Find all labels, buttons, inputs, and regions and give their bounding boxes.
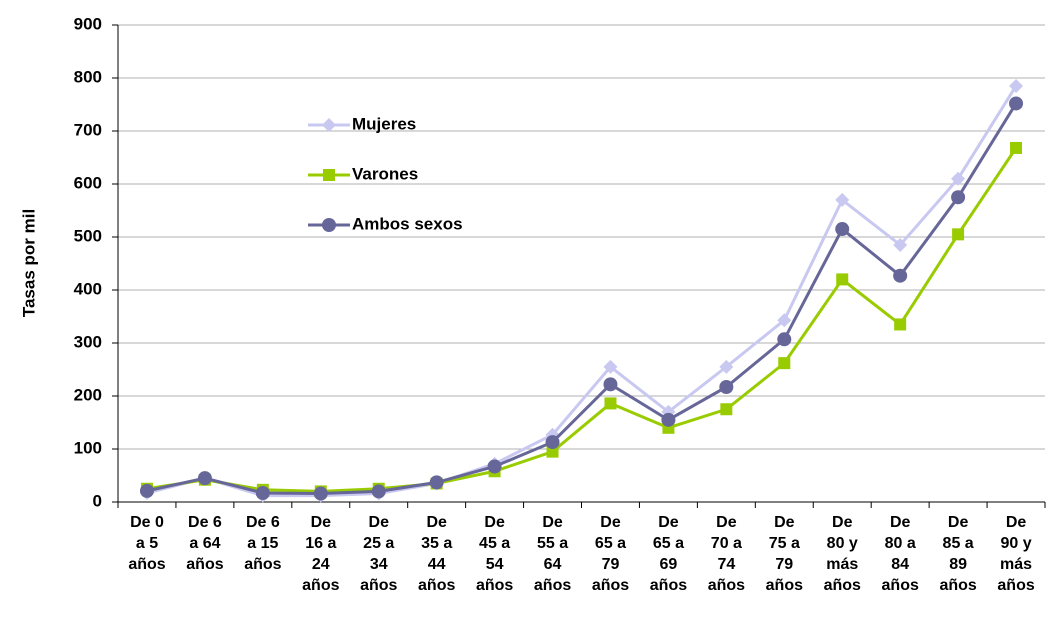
marker xyxy=(1010,141,1023,154)
marker xyxy=(1009,78,1024,93)
y-axis-label: Tasas por mil xyxy=(19,209,38,317)
marker xyxy=(719,359,734,374)
marker xyxy=(1009,96,1024,111)
marker xyxy=(777,332,792,347)
y-tick-label: 200 xyxy=(74,385,102,404)
marker xyxy=(835,192,850,207)
marker xyxy=(546,445,559,458)
x-tick-label: De 85 a 89 años xyxy=(939,514,977,594)
legend-marker xyxy=(322,218,336,232)
x-tick-label: De 75 a 79 años xyxy=(765,514,803,594)
x-tick-label: De 65 a 79 años xyxy=(591,514,630,594)
y-tick-label: 800 xyxy=(74,67,102,86)
x-tick-label: De 45 a 54 años xyxy=(475,514,514,594)
marker xyxy=(604,397,617,410)
y-tick-label: 300 xyxy=(74,332,102,351)
marker xyxy=(893,268,908,283)
x-tick-label: De 80 y más años xyxy=(823,514,861,594)
y-tick-label: 700 xyxy=(74,120,102,139)
marker xyxy=(371,484,386,499)
legend-label: Mujeres xyxy=(352,114,416,133)
x-tick-label: De 65 a 69 años xyxy=(649,514,688,594)
y-tick-label: 900 xyxy=(74,14,102,33)
y-tick-label: 0 xyxy=(93,491,102,510)
marker xyxy=(951,171,966,186)
x-tick-label: De 6 a 15 años xyxy=(244,514,282,573)
y-tick-label: 100 xyxy=(74,438,102,457)
x-tick-label: De 0 a 5 años xyxy=(128,514,166,573)
marker xyxy=(545,435,560,450)
x-tick-label: De 55 a 64 años xyxy=(533,514,572,594)
x-tick-label: De 80 a 84 años xyxy=(881,514,919,594)
legend-label: Varones xyxy=(352,164,418,183)
marker xyxy=(313,486,328,501)
marker xyxy=(778,357,791,370)
series-line xyxy=(146,85,1018,498)
series-line xyxy=(146,147,1018,493)
y-tick-label: 400 xyxy=(74,279,102,298)
marker xyxy=(893,237,908,252)
marker xyxy=(952,228,965,241)
x-tick-label: De 35 a 44 años xyxy=(418,514,456,594)
marker xyxy=(487,459,502,474)
marker xyxy=(197,471,212,486)
marker xyxy=(429,475,444,490)
legend-marker xyxy=(322,118,336,132)
legend-marker xyxy=(323,169,335,181)
x-tick-label: De 25 a 34 años xyxy=(360,514,398,594)
series-line xyxy=(146,102,1018,496)
marker xyxy=(720,403,733,416)
x-tick-label: De 70 a 74 años xyxy=(707,514,746,594)
marker xyxy=(139,483,154,498)
y-tick-label: 500 xyxy=(74,226,102,245)
marker xyxy=(951,190,966,205)
marker xyxy=(836,273,849,286)
marker xyxy=(777,313,792,328)
marker xyxy=(894,318,907,331)
marker xyxy=(719,379,734,394)
x-tick-label: De 16 a 24 años xyxy=(302,514,340,594)
marker xyxy=(835,222,850,237)
y-tick-label: 600 xyxy=(74,173,102,192)
marker xyxy=(255,485,270,500)
marker xyxy=(603,377,618,392)
legend-label: Ambos sexos xyxy=(352,214,463,233)
x-tick-label: De 6 a 64 años xyxy=(186,514,224,573)
x-tick-label: De 90 y más años xyxy=(997,514,1035,594)
marker xyxy=(603,359,618,374)
marker xyxy=(661,412,676,427)
